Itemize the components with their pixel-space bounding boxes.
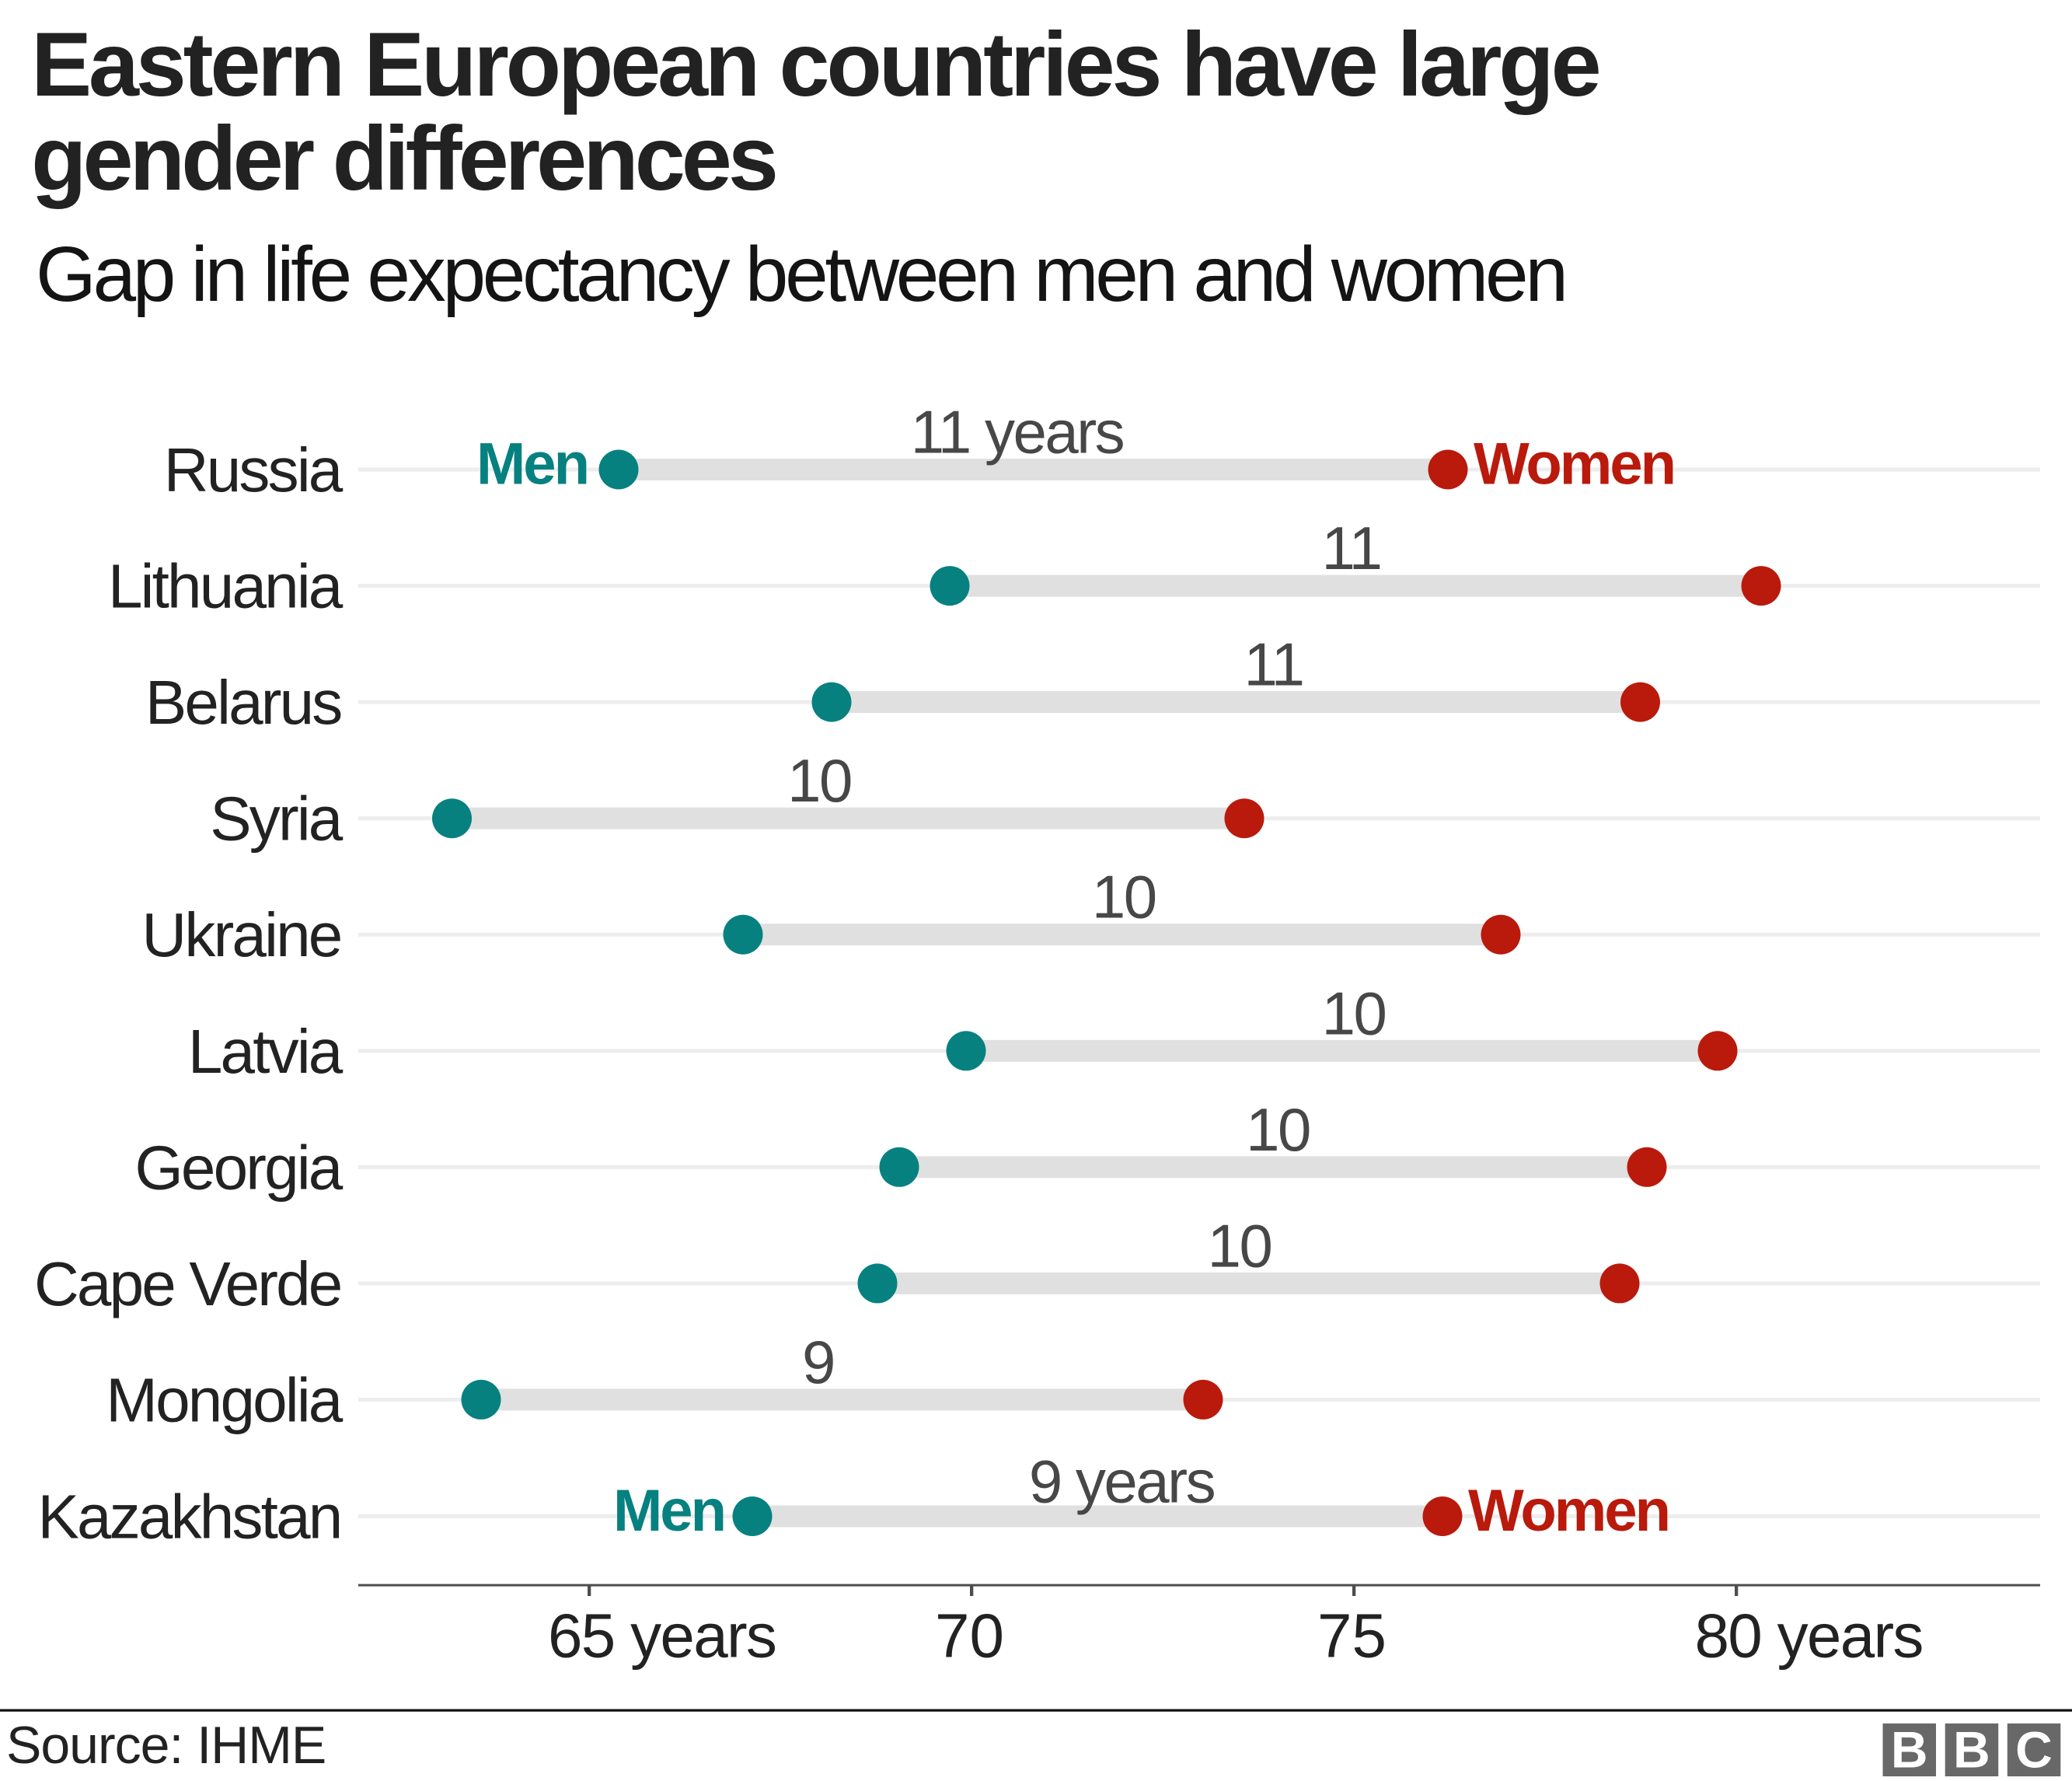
svg-text:Cape Verde: Cape Verde bbox=[34, 1249, 341, 1318]
svg-text:Georgia: Georgia bbox=[134, 1133, 343, 1202]
svg-text:Lithuania: Lithuania bbox=[108, 552, 344, 621]
svg-text:10: 10 bbox=[1092, 863, 1156, 931]
svg-text:Men: Men bbox=[476, 431, 588, 498]
svg-text:Women: Women bbox=[1468, 1478, 1669, 1544]
svg-text:C: C bbox=[2015, 1721, 2053, 1779]
svg-text:11 years: 11 years bbox=[911, 398, 1124, 466]
svg-text:9: 9 bbox=[802, 1328, 834, 1396]
svg-text:Kazakhstan: Kazakhstan bbox=[37, 1482, 340, 1552]
svg-text:11: 11 bbox=[1244, 630, 1303, 699]
svg-text:Source: IHME: Source: IHME bbox=[6, 1716, 326, 1775]
svg-text:Latvia: Latvia bbox=[188, 1017, 344, 1086]
svg-text:gender differences: gender differences bbox=[31, 107, 776, 209]
svg-text:10: 10 bbox=[787, 746, 851, 815]
svg-text:80 years: 80 years bbox=[1695, 1601, 1923, 1671]
svg-text:10: 10 bbox=[1246, 1095, 1310, 1164]
svg-text:B: B bbox=[1891, 1721, 1928, 1779]
svg-text:75: 75 bbox=[1317, 1601, 1387, 1671]
svg-text:Eastern European countries hav: Eastern European countries have large bbox=[31, 13, 1599, 115]
svg-text:Men: Men bbox=[613, 1478, 724, 1544]
svg-text:10: 10 bbox=[1208, 1211, 1271, 1280]
svg-text:Belarus: Belarus bbox=[145, 668, 341, 737]
svg-text:Syria: Syria bbox=[210, 784, 344, 854]
svg-text:Russia: Russia bbox=[164, 435, 344, 505]
svg-text:B: B bbox=[1953, 1721, 1990, 1779]
svg-text:10: 10 bbox=[1322, 979, 1386, 1047]
svg-text:Ukraine: Ukraine bbox=[141, 900, 340, 969]
svg-text:11: 11 bbox=[1322, 514, 1381, 582]
svg-text:9 years: 9 years bbox=[1029, 1447, 1215, 1516]
svg-text:Women: Women bbox=[1474, 431, 1674, 498]
svg-text:65 years: 65 years bbox=[548, 1601, 776, 1671]
svg-text:70: 70 bbox=[935, 1601, 1004, 1671]
svg-text:Gap in life expectancy between: Gap in life expectancy between men and w… bbox=[36, 231, 1565, 318]
svg-text:Mongolia: Mongolia bbox=[106, 1365, 344, 1434]
